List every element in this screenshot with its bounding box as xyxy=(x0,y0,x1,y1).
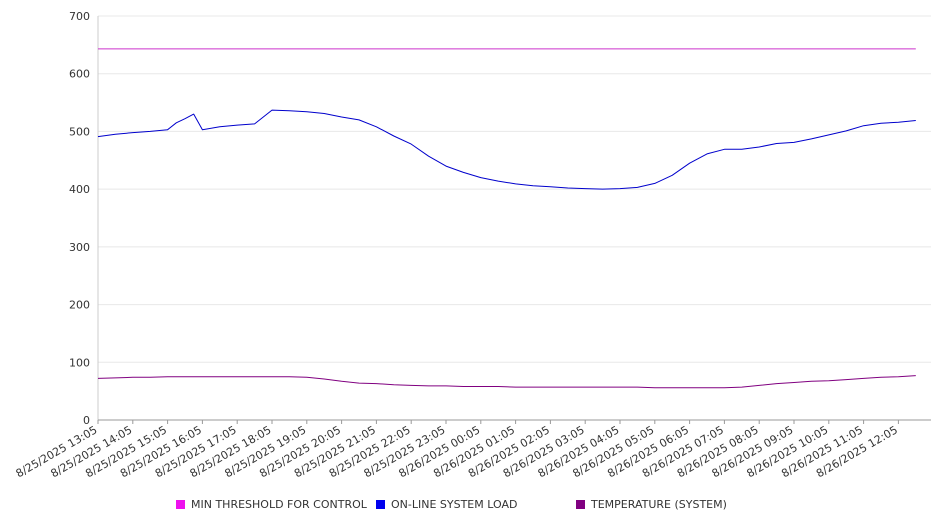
series-lines xyxy=(97,48,916,389)
y-tick-label: 500 xyxy=(69,125,90,138)
chart-legend: MIN THRESHOLD FOR CONTROL ON-LINE SYSTEM… xyxy=(0,498,946,518)
legend-item-min-threshold[interactable]: MIN THRESHOLD FOR CONTROL xyxy=(176,498,367,511)
legend-item-temperature[interactable]: TEMPERATURE (SYSTEM) xyxy=(576,498,727,511)
legend-swatch-min-threshold xyxy=(176,500,185,509)
x-axis-tick-labels: 8/25/2025 13:058/25/2025 14:058/25/2025 … xyxy=(14,423,900,480)
series-line-on-line-system-load xyxy=(97,109,916,190)
legend-item-system-load[interactable]: ON-LINE SYSTEM LOAD xyxy=(376,498,517,511)
legend-swatch-system-load xyxy=(376,500,385,509)
grid-lines xyxy=(98,15,931,421)
series-line-temperature-system xyxy=(97,375,916,389)
axes xyxy=(97,16,931,424)
legend-label-system-load: ON-LINE SYSTEM LOAD xyxy=(391,498,518,511)
legend-label-temperature: TEMPERATURE (SYSTEM) xyxy=(591,498,727,511)
y-tick-label: 0 xyxy=(83,414,90,427)
y-axis-tick-labels: 0 100 200 300 400 500 600 700 xyxy=(69,10,90,427)
y-tick-label: 600 xyxy=(69,68,90,81)
legend-label-min-threshold: MIN THRESHOLD FOR CONTROL xyxy=(191,498,367,511)
y-tick-label: 100 xyxy=(69,356,90,369)
y-tick-label: 300 xyxy=(69,241,90,254)
y-tick-label: 400 xyxy=(69,183,90,196)
y-tick-label: 700 xyxy=(69,10,90,23)
legend-swatch-temperature xyxy=(576,500,585,509)
y-tick-label: 200 xyxy=(69,299,90,312)
